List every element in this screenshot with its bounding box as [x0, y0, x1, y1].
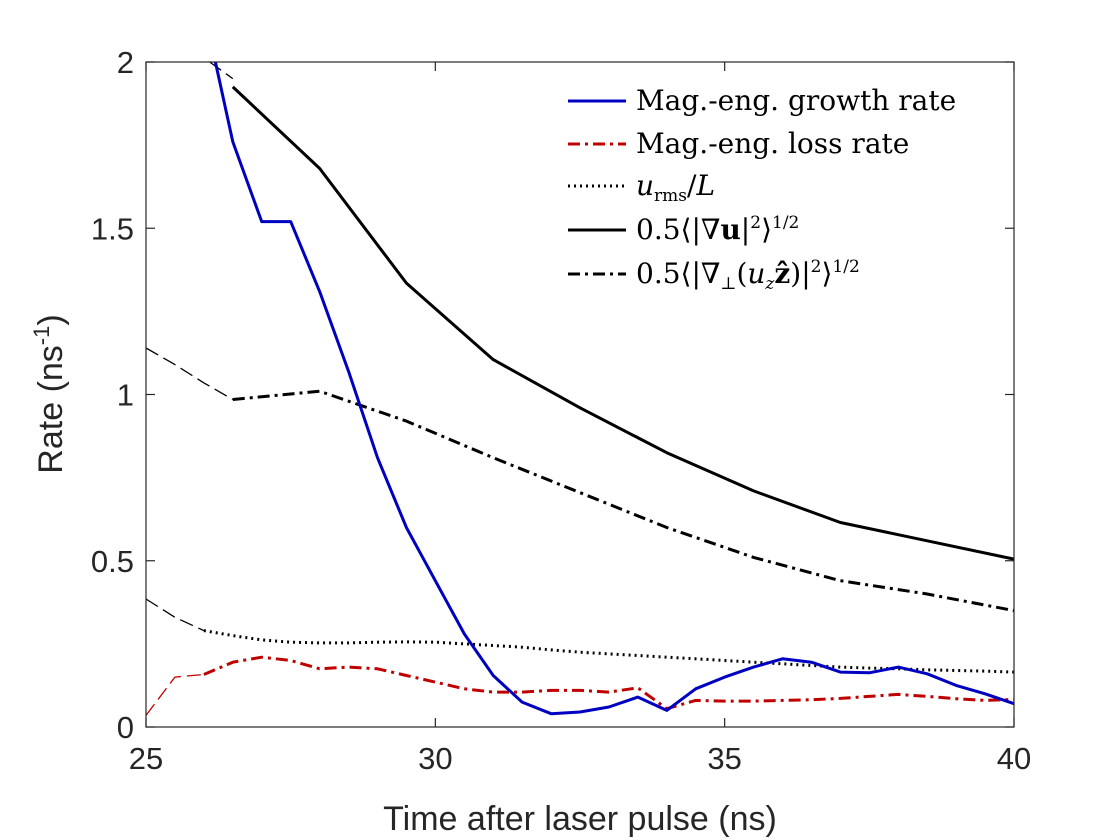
y-tick-label: 2 — [117, 45, 134, 80]
legend-label-growth: Mag.-eng. growth rate — [636, 84, 956, 117]
legend-item-urms: urms/L — [568, 169, 715, 206]
x-tick-label: 25 — [129, 741, 163, 776]
x-tick-label: 40 — [997, 741, 1031, 776]
y-axis-title-close: ) — [32, 314, 70, 325]
series-line-extrapolation-top — [209, 61, 234, 80]
y-axis-title-main: Rate (ns — [32, 345, 70, 474]
legend-label-loss: Mag.-eng. loss rate — [636, 127, 909, 160]
y-tick-label: 0 — [117, 710, 134, 745]
series-line-mag-eng-growth-rate — [213, 61, 1015, 716]
x-tick-label: 35 — [707, 741, 741, 776]
y-axis-title-exponent: -1 — [29, 326, 54, 346]
legend-item-gradperp: 0.5⟨|∇⊥(uzẑ)|2⟩1/2 — [568, 257, 860, 294]
x-axis-title: Time after laser pulse (ns) — [383, 800, 777, 838]
x-tick-label: 30 — [418, 741, 452, 776]
y-tick-label: 1.5 — [91, 211, 134, 246]
legend-item-growth: Mag.-eng. growth rate — [568, 84, 956, 117]
series-line-0-5-grad-perp-u-z-z-2-1-2 — [232, 389, 1015, 613]
legend-label-gradperp: 0.5⟨|∇⊥(uzẑ)|2⟩1/2 — [636, 257, 860, 294]
legend-item-loss: Mag.-eng. loss rate — [568, 127, 909, 160]
series-layer — [145, 61, 1015, 716]
y-tick-label: 1 — [117, 378, 134, 413]
y-tick-label: 0.5 — [91, 544, 134, 579]
tick-layer: 25 30 35 40 0 0.5 1 1.5 2 — [91, 45, 1031, 776]
legend-item-gradu: 0.5⟨|∇u|2⟩1/2 — [568, 213, 799, 246]
series-line-0-5-grad-u-2-1-2 — [231, 85, 1015, 561]
legend-label-urms: urms/L — [636, 169, 715, 206]
series-line-mag-eng-loss-rate — [203, 655, 1015, 711]
series-line-extrapolation-loss — [145, 673, 204, 716]
y-axis-title: Rate (ns-1) — [29, 314, 70, 473]
series-line-extrapolation-upper — [145, 347, 234, 401]
legend: Mag.-eng. growth rate Mag.-eng. loss rat… — [568, 84, 956, 294]
series-line-extrapolation-lower — [145, 598, 205, 632]
legend-label-gradu: 0.5⟨|∇u|2⟩1/2 — [636, 213, 799, 246]
